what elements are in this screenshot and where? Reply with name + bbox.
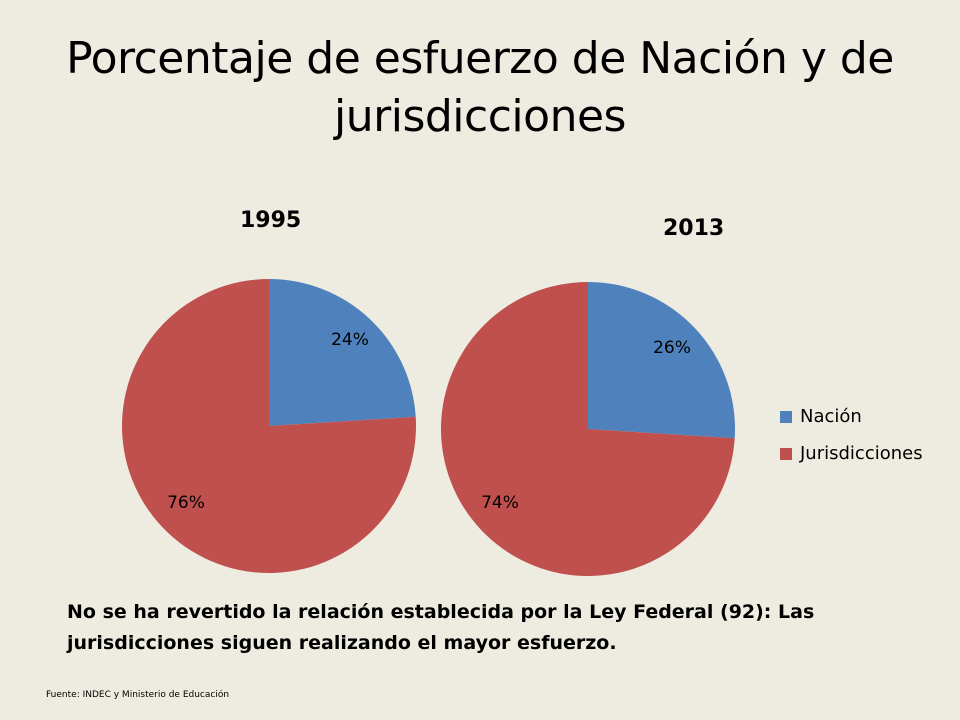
pie-2013: 26% 74% xyxy=(440,282,735,577)
legend-swatch-nacion xyxy=(780,410,792,423)
legend-label-nacion: Nación xyxy=(800,406,862,427)
pie-slice-1995-nacion xyxy=(269,279,416,426)
pie-title-2013: 2013 xyxy=(663,216,725,241)
pie-1995: 24% 76% xyxy=(121,279,416,573)
legend-swatch-jurisdicciones xyxy=(780,447,792,460)
data-label-1995-jurisdicciones: 76% xyxy=(167,493,205,513)
data-label-2013-jurisdicciones: 74% xyxy=(481,493,519,513)
pie-slice-2013-jurisdicciones xyxy=(440,282,735,577)
legend-item-nacion: Nación xyxy=(780,398,923,435)
pie-title-1995: 1995 xyxy=(240,208,302,233)
data-label-2013-nacion: 26% xyxy=(653,338,691,358)
slide-title: Porcentaje de esfuerzo de Nación y de ju… xyxy=(66,33,894,142)
legend: Nación Jurisdicciones xyxy=(780,398,923,472)
pie-slice-2013-nacion xyxy=(588,282,735,439)
pie-slice-1995-jurisdicciones xyxy=(121,279,416,573)
conclusion-note: No se ha revertido la relación estableci… xyxy=(67,601,815,654)
legend-item-jurisdicciones: Jurisdicciones xyxy=(780,435,923,472)
data-label-1995-nacion: 24% xyxy=(331,330,369,350)
legend-label-jurisdicciones: Jurisdicciones xyxy=(800,443,923,464)
source-note: Fuente: INDEC y Ministerio de Educación xyxy=(46,690,230,700)
